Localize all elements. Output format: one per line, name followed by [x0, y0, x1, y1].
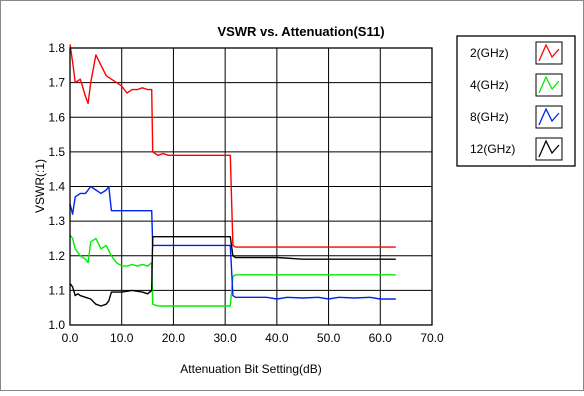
- legend-swatch-box: [535, 73, 563, 97]
- y-tick-label: 1.7: [48, 76, 65, 90]
- y-tick-label: 1.8: [48, 41, 65, 55]
- legend-swatch-line: [538, 107, 560, 126]
- legend-label: 12(GHz): [470, 142, 515, 156]
- series-line-2: [69, 185, 396, 300]
- y-tick-label: 1.5: [48, 145, 65, 159]
- legend-swatch-box: [535, 105, 563, 129]
- legend-label: 4(GHz): [470, 78, 509, 92]
- x-tick-label: 20.0: [162, 331, 186, 345]
- legend-swatch-line: [538, 139, 560, 158]
- series-line-1: [69, 234, 396, 307]
- y-axis-label: VSWR(:1): [33, 159, 47, 213]
- y-tick-label: 1.3: [48, 214, 65, 228]
- legend-label: 8(GHz): [470, 110, 509, 124]
- legend-label: 2(GHz): [470, 46, 509, 60]
- legend-swatch-box: [535, 137, 563, 161]
- plot-area: [69, 47, 433, 326]
- legend-swatch-line: [538, 43, 560, 62]
- y-tick-label: 1.4: [48, 180, 65, 194]
- y-tick-label: 1.6: [48, 110, 65, 124]
- x-tick-label: 30.0: [213, 331, 237, 345]
- series-layer: [69, 44, 396, 307]
- x-tick-label: 0.0: [62, 331, 79, 345]
- x-tick-label: 40.0: [265, 331, 289, 345]
- series-line-3: [69, 235, 396, 307]
- x-axis-label: Attenuation Bit Setting(dB): [180, 362, 321, 376]
- legend-swatch-box: [535, 41, 563, 65]
- series-line-0: [69, 44, 396, 248]
- chart-title: VSWR vs. Attenuation(S11): [217, 24, 384, 39]
- tick-labels: 0.0 10.0 20.0 30.0 40.0 50.0 60.0 70.0 1.0 1.1 1.2…: [48, 41, 444, 345]
- x-tick-label: 10.0: [110, 331, 134, 345]
- y-tick-label: 1.2: [48, 249, 65, 263]
- y-tick-label: 1.1: [48, 283, 65, 297]
- legend: 2(GHz) 4(GHz) 8(GHz) 12(GHz): [456, 35, 576, 167]
- legend-swatch-line: [538, 75, 560, 94]
- x-tick-label: 70.0: [420, 331, 444, 345]
- x-tick-label: 60.0: [369, 331, 393, 345]
- x-tick-label: 50.0: [317, 331, 341, 345]
- y-tick-label: 1.0: [48, 318, 65, 332]
